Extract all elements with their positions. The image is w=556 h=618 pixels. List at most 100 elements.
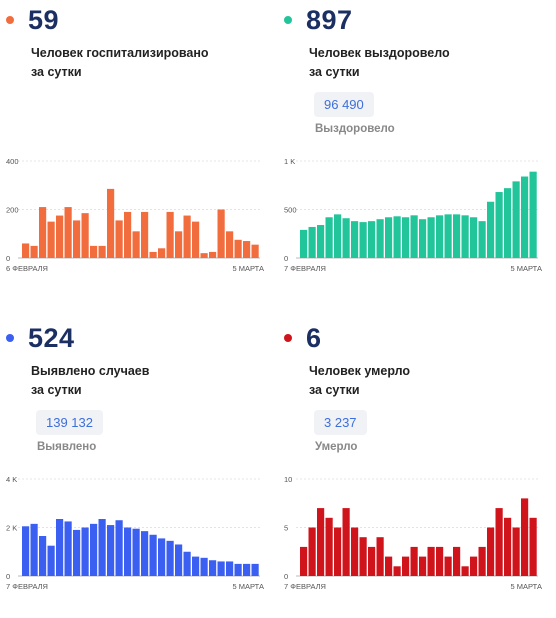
bar [39,207,47,258]
bar [385,556,393,576]
bar [124,527,132,576]
y-tick-label: 500 [284,206,297,215]
bar [487,201,495,258]
bar [141,531,149,576]
bar [149,251,157,258]
bar [183,215,191,258]
bar [217,561,225,576]
bar [124,211,132,258]
bar [115,520,123,576]
panel-cases: 524 Выявлено случаев за сутки 139 132 Выявле… [6,318,268,618]
bar [334,527,342,576]
y-tick-label: 2 K [6,524,17,533]
bar [385,217,393,258]
daily-count: 6 [306,323,322,353]
bar [410,215,418,258]
bar [251,244,259,258]
y-tick-label: 200 [6,206,19,215]
bar [393,216,401,258]
bar [427,217,435,258]
bar [98,519,106,576]
bar [402,217,410,258]
bar [325,217,333,258]
bar-chart: 10 5 07 ФЕВРАЛЯ 5 МАРТА [284,475,542,591]
bar [444,556,452,576]
description-line: Человек выздоровело [309,46,450,60]
bar [376,537,384,576]
bar [90,245,98,259]
bar [300,229,308,258]
bar [200,557,208,576]
panel-description: Человек госпитализировано за сутки [31,44,261,82]
bar [47,545,55,576]
x-start-label: 7 ФЕВРАЛЯ [284,264,326,273]
bar [209,560,217,576]
bar [175,231,183,258]
bar [368,546,376,576]
bar [478,221,486,258]
bar [351,221,359,258]
y-tick-label: 5 [284,524,288,533]
y-tick-label: 1 K [284,157,295,166]
bar [308,527,316,576]
panel-header: 524 [6,320,268,360]
bar [453,546,461,576]
description-line: за сутки [31,65,82,79]
bar [234,239,242,258]
bar [149,534,157,576]
bar [461,215,469,258]
description-line: Выявлено случаев [31,364,150,378]
bar [342,218,350,258]
bar [512,181,520,258]
bar [478,546,486,576]
panel-description: Выявлено случаев за сутки [31,362,261,400]
y-tick-label: 10 [284,475,292,484]
bar [427,546,435,576]
bar [30,245,38,259]
daily-count: 897 [306,5,353,35]
panel-header: 897 [284,2,546,42]
bar [444,214,452,258]
bar [461,566,469,576]
bar [22,526,30,576]
bar [30,523,38,576]
bar [529,171,537,258]
panel-header: 59 [6,2,268,42]
daily-count: 524 [28,323,75,353]
total-badge: 139 132 [36,410,103,435]
bar [402,556,410,576]
description-line: Человек госпитализировано [31,46,209,60]
bar [487,527,495,576]
bar [300,546,308,576]
bar [132,528,140,576]
x-end-label: 5 МАРТА [510,582,542,591]
bar [192,221,200,259]
bar [22,243,30,258]
bar [73,529,81,576]
total-badge: 96 490 [314,92,374,117]
daily-count: 59 [28,5,60,35]
description-line: за сутки [309,65,360,79]
y-tick-label: 4 K [6,475,17,484]
bar [512,527,520,576]
bar [453,214,461,258]
bar [107,188,115,258]
bar-chart: 4 K 2 K 07 ФЕВРАЛЯ 5 МАРТА [6,475,264,591]
x-end-label: 5 МАРТА [232,264,264,273]
bar [47,221,55,259]
bar [243,241,251,258]
bar [470,556,478,576]
bar [317,225,325,258]
description-line: Человек умерло [309,364,411,378]
total-label: Выявлено [37,441,97,453]
bar [183,551,191,576]
bar [81,527,89,576]
bar [73,220,81,258]
panel-description: Человек выздоровело за сутки [309,44,539,82]
x-end-label: 5 МАРТА [510,264,542,273]
total-label: Умерло [315,441,358,453]
bar [495,508,503,576]
y-tick-label: 0 [284,572,288,581]
bar [529,517,537,576]
bar [209,251,217,258]
